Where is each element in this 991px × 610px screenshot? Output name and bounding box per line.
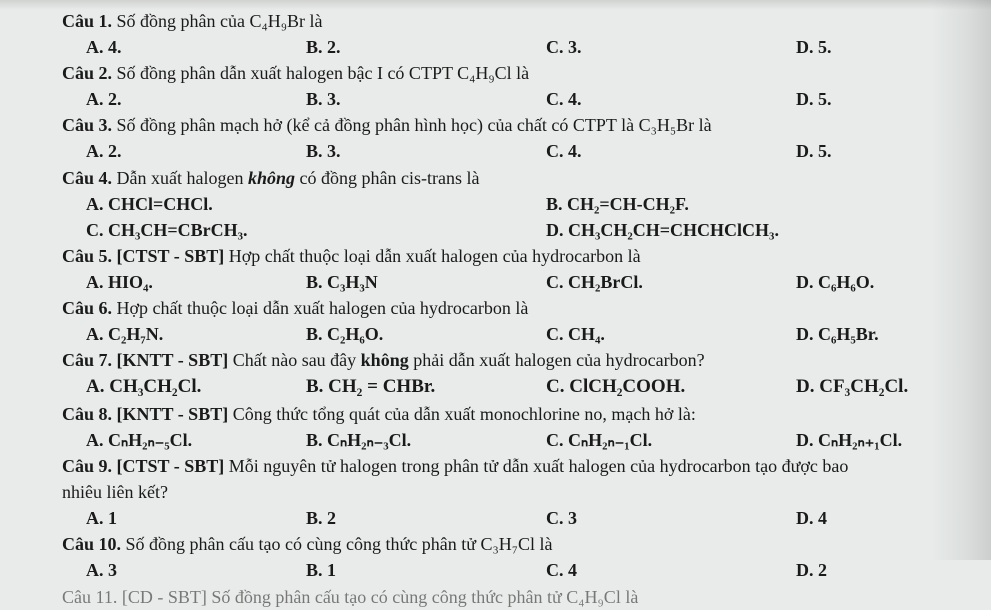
q6-label: Câu 6. — [62, 298, 112, 318]
q4-optA: A. CHCl=CHCl. — [86, 191, 546, 217]
q6-options: A. C₂H₇N. B. C₂H₆O. C. CH₄. D. C₆H₅Br. — [62, 321, 961, 347]
q4-optD: D. CH₃CH₂CH=CHCHClCH₃. — [546, 217, 779, 243]
exam-page: Câu 1. Số đồng phân của C₄H₉Br là A. 4. … — [0, 0, 991, 610]
q4-optB: B. CH₂=CH-CH₂F. — [546, 191, 689, 217]
q2-optD: D. 5. — [796, 86, 832, 112]
q4-options-row1: A. CHCl=CHCl. B. CH₂=CH-CH₂F. — [62, 191, 961, 217]
q2-text: Số đồng phân dẫn xuất halogen bậc I có C… — [112, 63, 529, 83]
q5-optA: A. HIO₄. — [86, 269, 306, 295]
q1-optA: A. 4. — [86, 34, 306, 60]
q1-label: Câu 1. — [62, 11, 112, 31]
q10-optB: B. 1 — [306, 557, 546, 583]
q5-label: Câu 5. [CTST - SBT] — [62, 246, 224, 266]
question-10: Câu 10. Số đồng phân cấu tạo có cùng côn… — [62, 531, 961, 557]
q9-options: A. 1 B. 2 C. 3 D. 4 — [62, 505, 961, 531]
q8-text: Công thức tổng quát của dẫn xuất monochl… — [228, 404, 696, 424]
q2-options: A. 2. B. 3. C. 4. D. 5. — [62, 86, 961, 112]
q3-optB: B. 3. — [306, 138, 546, 164]
q10-text: Số đồng phân cấu tạo có cùng công thức p… — [121, 534, 552, 554]
q7-text1: Chất nào sau đây — [228, 350, 360, 370]
q3-label: Câu 3. — [62, 115, 112, 135]
question-8: Câu 8. [KNTT - SBT] Công thức tổng quát … — [62, 401, 961, 427]
q8-optC: C. CₙH₂ₙ₋₁Cl. — [546, 427, 796, 453]
q8-optD: D. CₙH₂ₙ₊₁Cl. — [796, 427, 902, 453]
q3-optA: A. 2. — [86, 138, 306, 164]
q5-optB: B. C₃H₃N — [306, 269, 546, 295]
question-2: Câu 2. Số đồng phân dẫn xuất halogen bậc… — [62, 60, 961, 86]
q3-options: A. 2. B. 3. C. 4. D. 5. — [62, 138, 961, 164]
q7-optB: B. CH₂ = CHBr. — [306, 373, 546, 401]
q10-label: Câu 10. — [62, 534, 121, 554]
q7-options: A. CH₃CH₂Cl. B. CH₂ = CHBr. C. ClCH₂COOH… — [62, 373, 961, 401]
q9-optA: A. 1 — [86, 505, 306, 531]
q1-text: Số đồng phân của C₄H₉Br là — [112, 11, 323, 31]
q1-options: A. 4. B. 2. C. 3. D. 5. — [62, 34, 961, 60]
question-3: Câu 3. Số đồng phân mạch hở (kể cả đồng … — [62, 112, 961, 138]
q7-optD: D. CF₃CH₂Cl. — [796, 373, 908, 401]
q5-optD: D. C₆H₆O. — [796, 269, 874, 295]
q5-options: A. HIO₄. B. C₃H₃N C. CH₂BrCl. D. C₆H₆O. — [62, 269, 961, 295]
q4-text1: Dẫn xuất halogen — [112, 168, 248, 188]
q7-keyword: không — [361, 350, 409, 370]
q4-options-row2: C. CH₃CH=CBrCH₃. D. CH₃CH₂CH=CHCHClCH₃. — [62, 217, 961, 243]
q6-optA: A. C₂H₇N. — [86, 321, 306, 347]
question-5: Câu 5. [CTST - SBT] Hợp chất thuộc loại … — [62, 243, 961, 269]
q10-optC: C. 4 — [546, 557, 796, 583]
q8-optB: B. CₙH₂ₙ₋₃Cl. — [306, 427, 546, 453]
q4-text2: có đồng phân cis-trans là — [295, 168, 479, 188]
q3-text: Số đồng phân mạch hở (kể cả đồng phân hì… — [112, 115, 712, 135]
q2-optC: C. 4. — [546, 86, 796, 112]
q6-text: Hợp chất thuộc loại dẫn xuất halogen của… — [112, 298, 528, 318]
q3-optD: D. 5. — [796, 138, 832, 164]
q9-optD: D. 4 — [796, 505, 827, 531]
question-6: Câu 6. Hợp chất thuộc loại dẫn xuất halo… — [62, 295, 961, 321]
question-9: Câu 9. [CTST - SBT] Mỗi nguyên tử haloge… — [62, 453, 961, 479]
q7-label: Câu 7. [KNTT - SBT] — [62, 350, 228, 370]
q3-optC: C. 4. — [546, 138, 796, 164]
q5-optC: C. CH₂BrCl. — [546, 269, 796, 295]
q1-optC: C. 3. — [546, 34, 796, 60]
q8-optA: A. CₙH₂ₙ₋₅Cl. — [86, 427, 306, 453]
q9-text: Mỗi nguyên tử halogen trong phân tử dẫn … — [224, 456, 848, 476]
q2-optA: A. 2. — [86, 86, 306, 112]
q7-optC: C. ClCH₂COOH. — [546, 373, 796, 401]
q9-label: Câu 9. [CTST - SBT] — [62, 456, 224, 476]
q9-text-line2: nhiêu liên kết? — [62, 479, 961, 505]
q5-text: Hợp chất thuộc loại dẫn xuất halogen của… — [224, 246, 640, 266]
question-1: Câu 1. Số đồng phân của C₄H₉Br là — [62, 8, 961, 34]
q2-label: Câu 2. — [62, 63, 112, 83]
q10-options: A. 3 B. 1 C. 4 D. 2 — [62, 557, 961, 583]
q4-keyword: không — [248, 168, 295, 188]
q7-optA: A. CH₃CH₂Cl. — [86, 373, 306, 401]
q8-options: A. CₙH₂ₙ₋₅Cl. B. CₙH₂ₙ₋₃Cl. C. CₙH₂ₙ₋₁Cl… — [62, 427, 961, 453]
q8-label: Câu 8. [KNTT - SBT] — [62, 404, 228, 424]
q9-optC: C. 3 — [546, 505, 796, 531]
question-7: Câu 7. [KNTT - SBT] Chất nào sau đây khô… — [62, 347, 961, 373]
q10-optA: A. 3 — [86, 557, 306, 583]
q6-optB: B. C₂H₆O. — [306, 321, 546, 347]
question-4: Câu 4. Dẫn xuất halogen không có đồng ph… — [62, 165, 961, 191]
q4-optC: C. CH₃CH=CBrCH₃. — [86, 217, 546, 243]
q10-optD: D. 2 — [796, 557, 827, 583]
q7-text2: phải dẫn xuất halogen của hydrocarbon? — [409, 350, 705, 370]
q4-label: Câu 4. — [62, 168, 112, 188]
q1-optD: D. 5. — [796, 34, 832, 60]
q9-optB: B. 2 — [306, 505, 546, 531]
q6-optC: C. CH₄. — [546, 321, 796, 347]
q1-optB: B. 2. — [306, 34, 546, 60]
cutoff-tail: Câu 11. [CD - SBT] Số đồng phân cấu tạo … — [62, 584, 961, 610]
q2-optB: B. 3. — [306, 86, 546, 112]
q6-optD: D. C₆H₅Br. — [796, 321, 879, 347]
